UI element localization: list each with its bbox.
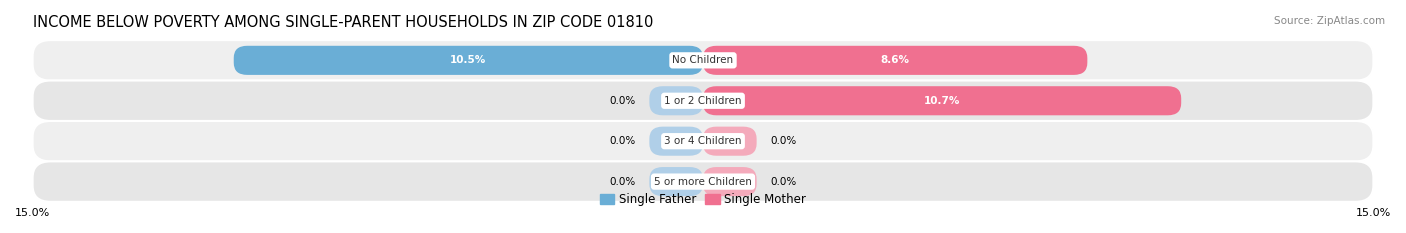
Text: 0.0%: 0.0%	[610, 96, 636, 106]
Text: 0.0%: 0.0%	[770, 177, 796, 187]
FancyBboxPatch shape	[703, 46, 1087, 75]
FancyBboxPatch shape	[650, 86, 703, 115]
Text: 8.6%: 8.6%	[880, 55, 910, 65]
Text: 10.5%: 10.5%	[450, 55, 486, 65]
Text: 1 or 2 Children: 1 or 2 Children	[664, 96, 742, 106]
FancyBboxPatch shape	[703, 167, 756, 196]
Text: INCOME BELOW POVERTY AMONG SINGLE-PARENT HOUSEHOLDS IN ZIP CODE 01810: INCOME BELOW POVERTY AMONG SINGLE-PARENT…	[32, 15, 652, 30]
Text: Source: ZipAtlas.com: Source: ZipAtlas.com	[1274, 16, 1385, 26]
Legend: Single Father, Single Mother: Single Father, Single Mother	[595, 189, 811, 211]
FancyBboxPatch shape	[650, 127, 703, 156]
Text: 5 or more Children: 5 or more Children	[654, 177, 752, 187]
FancyBboxPatch shape	[32, 161, 1374, 202]
Text: 0.0%: 0.0%	[770, 136, 796, 146]
FancyBboxPatch shape	[32, 40, 1374, 81]
FancyBboxPatch shape	[32, 121, 1374, 161]
Text: 10.7%: 10.7%	[924, 96, 960, 106]
Text: 0.0%: 0.0%	[610, 136, 636, 146]
FancyBboxPatch shape	[703, 86, 1181, 115]
Text: No Children: No Children	[672, 55, 734, 65]
Text: 3 or 4 Children: 3 or 4 Children	[664, 136, 742, 146]
FancyBboxPatch shape	[650, 167, 703, 196]
FancyBboxPatch shape	[703, 127, 756, 156]
FancyBboxPatch shape	[233, 46, 703, 75]
Text: 0.0%: 0.0%	[610, 177, 636, 187]
FancyBboxPatch shape	[32, 81, 1374, 121]
